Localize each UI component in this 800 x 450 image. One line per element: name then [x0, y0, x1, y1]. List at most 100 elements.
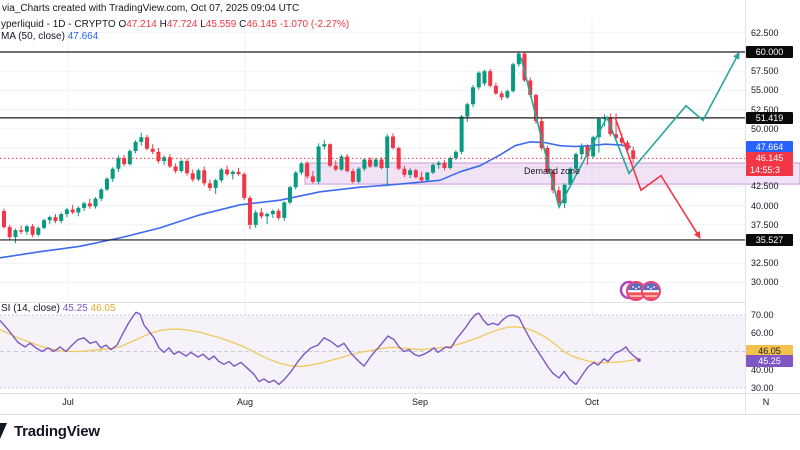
candle-body: [122, 157, 127, 165]
candle-body: [145, 137, 149, 149]
candle-body: [179, 161, 184, 172]
price-tick-label: 50.000: [751, 123, 779, 134]
candle-body: [305, 163, 310, 177]
candle-body: [173, 166, 178, 172]
candle-body: [316, 146, 321, 182]
price-flag-label: 46.145: [746, 152, 793, 165]
candle-body: [213, 180, 218, 188]
sma-legend[interactable]: MA (50, close) 47.664: [1, 31, 98, 42]
rsi-flag-label: 45.25: [746, 355, 793, 367]
candle-body: [585, 146, 590, 157]
rsi-tick-label: 30.00: [751, 383, 774, 393]
candle-body: [528, 80, 533, 96]
candle-body: [36, 227, 41, 235]
price-tick-label: 62.500: [751, 27, 779, 38]
candle-body: [225, 169, 230, 175]
open-label: O: [118, 19, 127, 30]
candle-body: [139, 137, 144, 142]
flag-ball-sticker[interactable]: [641, 281, 661, 301]
candle-body: [127, 151, 132, 165]
rsi-legend[interactable]: SI (14, close) 45.25 46.05: [1, 303, 116, 314]
candle-body: [150, 148, 155, 152]
candle-body: [436, 162, 441, 165]
high-label: H: [159, 19, 167, 30]
candle-body: [459, 116, 464, 152]
candle-body: [408, 170, 413, 175]
candle-body: [282, 202, 287, 218]
rsi-ma-value: 46.05: [90, 303, 116, 314]
time-axis-separator: [0, 393, 800, 394]
candle-body: [442, 162, 447, 168]
candle-body: [185, 161, 190, 174]
price-tick-label: 57.500: [751, 66, 779, 77]
tradingview-logo[interactable]: TradingView: [0, 419, 100, 443]
symbol-title: yperliquid - 1D - CRYPTO: [1, 19, 116, 30]
pane-separator[interactable]: [0, 302, 745, 303]
candle-body: [2, 210, 6, 228]
candle-body: [242, 174, 247, 198]
candle-body: [310, 176, 315, 182]
candle-body: [425, 172, 430, 181]
price-flag-label: 47.664: [746, 140, 793, 153]
change-value: -1.070 (-2.27%): [279, 19, 350, 30]
rsi-line[interactable]: [0, 311, 640, 386]
close-label: C: [239, 19, 247, 30]
price-tick-label: 52.500: [751, 104, 779, 115]
rsi-value: 45.25: [62, 303, 88, 314]
candle-body: [7, 227, 12, 238]
symbol-legend[interactable]: yperliquid - 1D - CRYPTO O47.214 H47.724…: [1, 19, 349, 30]
candle-body: [162, 157, 167, 162]
sma-line[interactable]: [0, 141, 632, 259]
candle-body: [116, 157, 121, 169]
candle-body: [82, 203, 87, 208]
candle-body: [539, 121, 544, 148]
candle-body: [368, 159, 373, 167]
candle-body: [59, 214, 64, 221]
candle-body: [591, 137, 596, 157]
candle-body: [453, 151, 458, 158]
rsi-last-dot: [637, 358, 641, 362]
month-label: Aug: [236, 397, 254, 407]
candle-body: [247, 197, 252, 225]
candle-body: [619, 138, 624, 143]
candle-body: [419, 177, 424, 181]
candle-body: [259, 212, 264, 217]
candle-body: [333, 165, 338, 170]
sma-label: MA (50, close): [1, 31, 65, 42]
candle-body: [339, 156, 344, 170]
candle-body: [356, 168, 361, 182]
rsi-tick-label: 40.00: [751, 364, 774, 375]
candle-body: [499, 93, 504, 98]
candle-body: [87, 203, 92, 207]
tradingview-logo-text: TradingView: [14, 422, 100, 440]
candle-body: [568, 168, 573, 185]
bearish-projection-arrow[interactable]: [614, 117, 701, 239]
sma-value: 47.664: [67, 31, 99, 42]
canvas-bottom-border: [0, 414, 800, 415]
candle-body: [614, 134, 619, 139]
tradingview-logo-icon: [0, 423, 7, 439]
price-tick-label: 30.000: [751, 277, 779, 288]
attribution-text: via_Charts created with TradingView.com,…: [2, 3, 300, 14]
candle-body: [390, 136, 395, 148]
bullish-projection-arrow[interactable]: [520, 51, 740, 210]
candle-body: [99, 189, 104, 199]
candle-body: [265, 214, 270, 217]
candle-body: [167, 157, 172, 167]
candle-body: [631, 150, 636, 159]
candle-body: [396, 148, 401, 169]
candle-body: [413, 170, 418, 178]
candles-layer[interactable]: [2, 52, 636, 244]
candle-body: [482, 71, 487, 84]
demand-zone-label[interactable]: Demand zone: [524, 166, 581, 176]
candle-body: [299, 163, 304, 173]
candle-body: [362, 159, 367, 169]
candle-body: [522, 53, 527, 81]
candle-body: [219, 169, 224, 181]
candle-body: [30, 226, 35, 235]
low-value: 45.559: [205, 19, 237, 30]
candle-body: [579, 146, 584, 155]
candle-body: [104, 178, 109, 190]
price-flag-label: 51.419: [746, 111, 793, 124]
